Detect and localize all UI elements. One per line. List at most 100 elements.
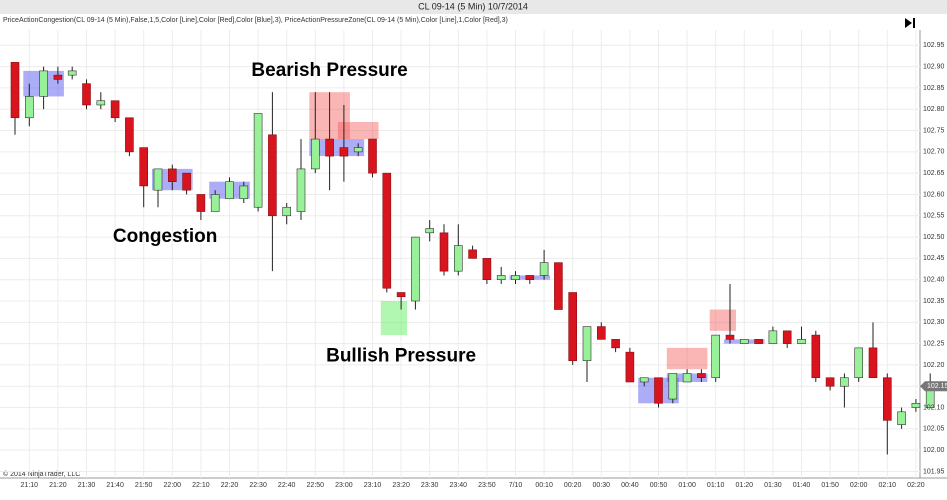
candle-body [182, 172, 191, 191]
y-tick-label: 102.70 [923, 149, 945, 156]
chart-title: CL 09-14 (5 Min) 10/7/2014 [418, 1, 528, 11]
candle-body [210, 194, 220, 212]
candle-body [96, 100, 106, 106]
candle-body [754, 339, 763, 344]
candle-body [611, 339, 620, 349]
candle-body [654, 377, 663, 404]
candle-body [768, 330, 778, 344]
candle-body [139, 147, 148, 187]
zone [309, 139, 365, 157]
candle-body [868, 347, 878, 379]
candle-body [668, 373, 678, 400]
candle-body [239, 185, 249, 200]
candle-body [511, 275, 520, 281]
price-tag [920, 381, 947, 392]
x-tick-label: 02:10 [879, 482, 897, 489]
candle-body [496, 275, 506, 281]
y-tick-label: 102.75 [923, 127, 945, 134]
y-tick-label: 102.25 [923, 340, 945, 347]
x-tick-label: 23:20 [392, 482, 410, 489]
x-tick-label: 01:30 [764, 482, 782, 489]
y-tick-label: 102.05 [923, 426, 945, 433]
candle-body [625, 351, 635, 383]
annotation: Bearish Pressure [251, 60, 407, 81]
candle-body [310, 138, 320, 170]
candle-body [525, 275, 535, 281]
candle-body [396, 292, 406, 298]
x-tick-label: 00:20 [564, 482, 582, 489]
candle-body [382, 172, 392, 289]
candle-body [296, 168, 306, 212]
y-tick-label: 102.30 [923, 319, 945, 326]
candle-body [897, 411, 906, 425]
x-tick-label: 23:30 [421, 482, 439, 489]
y-tick-label: 102.55 [923, 213, 945, 220]
candle-body [739, 339, 749, 344]
x-tick-label: 22:40 [278, 482, 296, 489]
candle-body [168, 168, 177, 182]
candle-body [39, 70, 48, 97]
candle-body [339, 147, 349, 157]
candle-body [882, 377, 892, 421]
y-tick-label: 102.50 [923, 234, 945, 241]
y-tick-label: 102.35 [923, 298, 945, 305]
y-tick-label: 101.95 [923, 468, 945, 475]
x-tick-label: 00:40 [621, 482, 639, 489]
zone [337, 122, 379, 140]
x-tick-label: 22:20 [221, 482, 239, 489]
candle-body [282, 206, 292, 217]
y-tick-label: 102.80 [923, 106, 945, 113]
candle-body [10, 62, 20, 119]
x-tick-label: 01:10 [707, 482, 725, 489]
x-tick-label: 23:10 [364, 482, 382, 489]
annotation: Bullish Pressure [326, 345, 476, 366]
candle-body [725, 334, 735, 340]
copyright: © 2014 NinjaTrader, LLC [3, 470, 80, 478]
scroll-end-button[interactable] [905, 18, 915, 28]
x-tick-label: 21:10 [21, 482, 39, 489]
candle-body [153, 168, 163, 191]
x-tick-label: 23:50 [478, 482, 496, 489]
candle-body [225, 181, 234, 200]
candle-body [840, 377, 849, 387]
candle-body [439, 232, 449, 272]
candle-body [697, 373, 706, 379]
candle-body [110, 100, 120, 119]
x-tick-label: 21:50 [135, 482, 153, 489]
y-tick-label: 102.10 [923, 404, 945, 411]
candle-body [53, 74, 63, 80]
indicator-label: PriceActionCongestion(CL 09-14 (5 Min),F… [3, 17, 508, 24]
candle-body [268, 134, 277, 217]
price-tag-label: 102.15 [927, 383, 947, 390]
y-tick-label: 102.60 [923, 191, 945, 198]
candle-body [196, 194, 206, 212]
candle-body [425, 228, 435, 234]
x-tick-label: 00:50 [650, 482, 668, 489]
y-tick-label: 102.90 [923, 63, 945, 70]
x-tick-label: 02:00 [850, 482, 868, 489]
x-tick-label: 22:50 [307, 482, 325, 489]
candle-body [825, 377, 835, 387]
candle-body [811, 334, 821, 379]
candle-body [596, 326, 606, 340]
x-tick-label: 21:20 [49, 482, 67, 489]
y-tick-label: 102.85 [923, 85, 945, 92]
x-tick-label: 01:40 [793, 482, 811, 489]
candle-body [639, 377, 649, 383]
y-tick-label: 102.65 [923, 170, 945, 177]
x-tick-label: 00:10 [535, 482, 553, 489]
candle-body [353, 147, 363, 153]
x-tick-label: 22:10 [192, 482, 210, 489]
x-tick-label: 22:30 [249, 482, 267, 489]
y-tick-label: 102.45 [923, 255, 945, 262]
candle-body [711, 334, 721, 379]
candle-body [482, 258, 492, 281]
x-tick-label: 01:50 [821, 482, 839, 489]
candle-body [911, 402, 921, 408]
x-tick-label: 00:30 [593, 482, 611, 489]
candle-body [797, 339, 806, 344]
x-tick-label: 01:20 [736, 482, 754, 489]
title-bar [0, 0, 947, 14]
x-tick-label: 22:00 [164, 482, 182, 489]
